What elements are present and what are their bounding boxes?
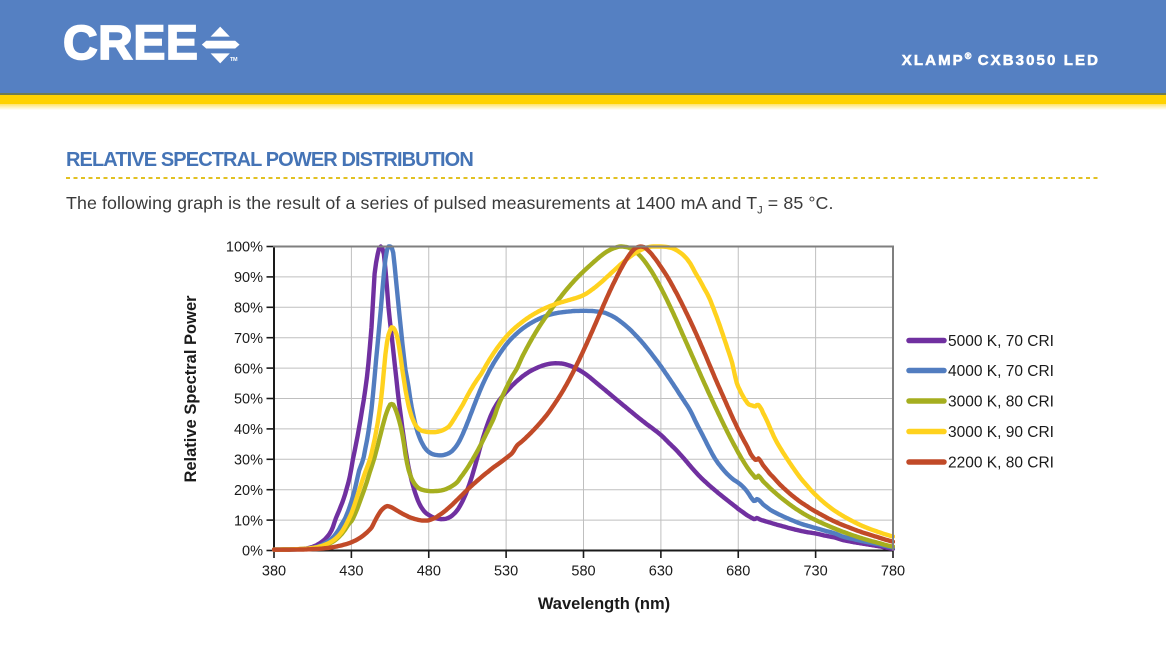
svg-text:530: 530 bbox=[494, 564, 518, 580]
svg-text:5000 K, 70 CRI: 5000 K, 70 CRI bbox=[948, 333, 1054, 350]
svg-text:10%: 10% bbox=[234, 513, 263, 529]
svg-text:70%: 70% bbox=[234, 331, 263, 347]
svg-text:3000 K, 90 CRI: 3000 K, 90 CRI bbox=[948, 424, 1054, 441]
svg-text:20%: 20% bbox=[234, 483, 263, 499]
svg-text:90%: 90% bbox=[234, 270, 263, 286]
svg-text:4000 K, 70 CRI: 4000 K, 70 CRI bbox=[948, 363, 1054, 380]
svg-text:2200 K, 80 CRI: 2200 K, 80 CRI bbox=[948, 455, 1054, 472]
svg-text:40%: 40% bbox=[234, 422, 263, 438]
svg-text:480: 480 bbox=[417, 564, 441, 580]
svg-text:Relative Spectral Power: Relative Spectral Power bbox=[182, 295, 200, 483]
svg-text:780: 780 bbox=[881, 564, 905, 580]
svg-text:380: 380 bbox=[262, 564, 286, 580]
svg-text:TM: TM bbox=[230, 57, 238, 63]
svg-text:3000 K, 80 CRI: 3000 K, 80 CRI bbox=[948, 394, 1054, 411]
svg-text:580: 580 bbox=[571, 564, 595, 580]
svg-text:60%: 60% bbox=[234, 361, 263, 377]
svg-text:80%: 80% bbox=[234, 301, 263, 317]
svg-text:50%: 50% bbox=[234, 392, 263, 408]
svg-text:680: 680 bbox=[726, 564, 750, 580]
svg-text:630: 630 bbox=[649, 564, 673, 580]
svg-text:Wavelength (nm): Wavelength (nm) bbox=[538, 595, 670, 613]
svg-text:100%: 100% bbox=[226, 240, 263, 256]
svg-text:430: 430 bbox=[339, 564, 363, 580]
svg-text:730: 730 bbox=[803, 564, 827, 580]
svg-text:0%: 0% bbox=[242, 544, 263, 560]
svg-text:30%: 30% bbox=[234, 453, 263, 469]
